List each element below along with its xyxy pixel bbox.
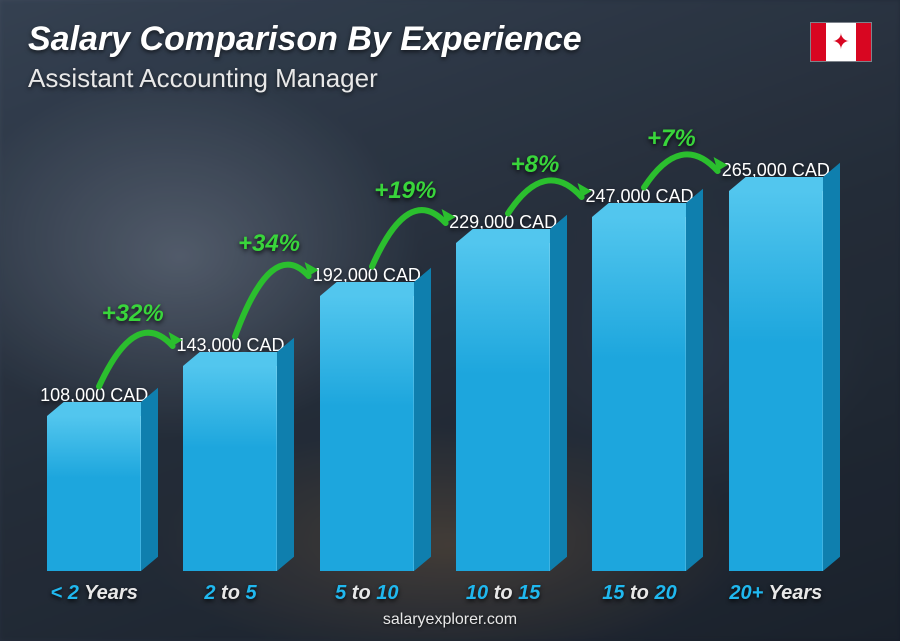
delta-label: +7%	[647, 125, 696, 153]
bar-side-face	[141, 388, 158, 571]
bar	[729, 191, 823, 571]
bar-side-face	[550, 215, 567, 571]
bar	[456, 243, 550, 571]
flag-stripe-center: ✦	[826, 23, 856, 61]
bar	[592, 217, 686, 571]
bar	[320, 296, 414, 571]
bar-side-face	[277, 338, 294, 571]
bar-column: 143,000 CAD2 to 5	[166, 335, 294, 571]
delta-label: +32%	[102, 300, 164, 328]
bar-front-face	[592, 217, 686, 571]
canada-flag-icon: ✦	[810, 22, 872, 62]
bar-side-face	[823, 163, 840, 571]
bar-category-label: 10 to 15	[466, 582, 541, 605]
bar-front-face	[729, 191, 823, 571]
bar-front-face	[47, 416, 141, 571]
flag-stripe-left	[811, 23, 826, 61]
bar-column: 229,000 CAD10 to 15	[439, 212, 567, 571]
delta-label: +19%	[374, 177, 436, 205]
flag-stripe-right	[856, 23, 871, 61]
maple-leaf-icon: ✦	[832, 31, 850, 53]
delta-label: +34%	[238, 230, 300, 258]
salary-bar-chart: 108,000 CAD< 2 Years143,000 CAD2 to 5192…	[30, 111, 840, 571]
footer-site: salaryexplorer.com	[0, 611, 900, 629]
bar-category-label: 15 to 20	[602, 582, 677, 605]
page-title: Salary Comparison By Experience	[28, 20, 872, 59]
bar-side-face	[414, 268, 431, 571]
bar-front-face	[183, 366, 277, 571]
bar	[47, 416, 141, 571]
bar	[183, 366, 277, 571]
bar-column: 265,000 CAD20+ Years	[712, 160, 840, 571]
page-subtitle: Assistant Accounting Manager	[28, 63, 872, 94]
bar-category-label: 5 to 10	[335, 582, 398, 605]
bar-column: 192,000 CAD5 to 10	[303, 265, 431, 571]
bar-column: 247,000 CAD15 to 20	[575, 186, 703, 571]
bar-front-face	[320, 296, 414, 571]
header: Salary Comparison By Experience Assistan…	[28, 20, 872, 94]
bar-category-label: 2 to 5	[204, 582, 256, 605]
bar-column: 108,000 CAD< 2 Years	[30, 385, 158, 571]
bar-side-face	[686, 189, 703, 571]
bar-category-label: < 2 Years	[51, 582, 138, 605]
bar-category-label: 20+ Years	[729, 582, 822, 605]
delta-label: +8%	[511, 151, 560, 179]
bar-front-face	[456, 243, 550, 571]
